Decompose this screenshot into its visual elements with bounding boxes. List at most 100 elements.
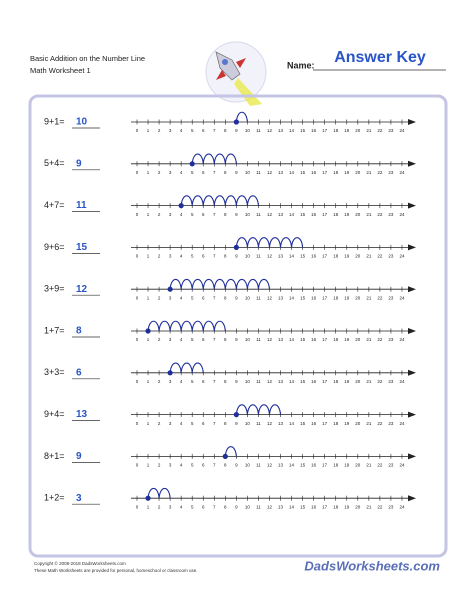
tick-label: 10 — [245, 212, 251, 217]
tick-label: 24 — [399, 421, 405, 426]
arrow-head — [408, 202, 416, 209]
tick-label: 24 — [399, 337, 405, 342]
tick-label: 23 — [388, 463, 394, 468]
hops — [235, 237, 304, 248]
tick-label: 1 — [147, 128, 150, 133]
tick-label: 18 — [333, 128, 339, 133]
hops — [147, 487, 171, 499]
tick-label: 2 — [158, 337, 161, 342]
tick-label: 10 — [245, 128, 251, 133]
tick-label: 21 — [366, 421, 372, 426]
tick-label: 16 — [311, 295, 317, 300]
answer: 3 — [76, 493, 82, 504]
tick-label: 2 — [158, 421, 161, 426]
expression: 1+2= — [44, 493, 65, 503]
arrow-head — [408, 369, 416, 376]
tick-label: 3 — [169, 504, 172, 509]
tick-label: 4 — [180, 379, 183, 384]
arrow-head — [408, 244, 416, 251]
tick-label: 21 — [366, 504, 372, 509]
tick-label: 21 — [366, 295, 372, 300]
tick-label: 1 — [147, 337, 150, 342]
tick-label: 18 — [333, 463, 339, 468]
tick-label: 6 — [202, 212, 205, 217]
expression: 4+7= — [44, 200, 65, 210]
tick-label: 10 — [245, 379, 251, 384]
tick-label: 16 — [311, 379, 317, 384]
tick-label: 24 — [399, 254, 405, 259]
tick-label: 4 — [180, 337, 183, 342]
tick-label: 14 — [289, 504, 295, 509]
tick-label: 24 — [399, 463, 405, 468]
tick-label: 17 — [322, 504, 328, 509]
tick-label: 18 — [333, 295, 339, 300]
expression: 3+9= — [44, 284, 65, 294]
tick-label: 19 — [344, 295, 350, 300]
tick-label: 22 — [377, 504, 383, 509]
tick-label: 7 — [213, 254, 216, 259]
tick-label: 8 — [224, 504, 227, 509]
tick-label: 19 — [344, 379, 350, 384]
tick-label: 21 — [366, 170, 372, 175]
tick-label: 2 — [158, 504, 161, 509]
footer-note: These Math Worksheets are provided for p… — [34, 568, 198, 573]
title: Basic Addition on the Number Line — [30, 54, 145, 63]
tick-label: 23 — [388, 212, 394, 217]
tick-label: 18 — [333, 421, 339, 426]
expression: 3+3= — [44, 367, 65, 377]
tick-label: 5 — [191, 421, 194, 426]
answer: 13 — [76, 409, 88, 420]
tick-label: 11 — [256, 379, 261, 384]
tick-label: 11 — [256, 212, 261, 217]
tick-label: 8 — [224, 295, 227, 300]
tick-label: 12 — [267, 170, 273, 175]
tick-label: 15 — [300, 463, 306, 468]
hops — [169, 362, 204, 373]
tick-label: 14 — [289, 128, 295, 133]
tick-label: 20 — [355, 170, 361, 175]
tick-label: 5 — [191, 504, 194, 509]
tick-label: 8 — [224, 254, 227, 259]
arrow-head — [408, 119, 416, 125]
tick-label: 21 — [366, 128, 372, 133]
hops — [235, 404, 282, 415]
tick-label: 21 — [366, 337, 372, 342]
tick-label: 8 — [224, 170, 227, 175]
tick-label: 24 — [399, 379, 405, 384]
tick-label: 9 — [235, 421, 238, 426]
expression: 5+4= — [44, 158, 65, 168]
tick-label: 5 — [191, 254, 194, 259]
tick-label: 18 — [333, 379, 339, 384]
tick-label: 12 — [267, 337, 273, 342]
tick-label: 13 — [278, 295, 284, 300]
tick-label: 2 — [158, 212, 161, 217]
tick-label: 2 — [158, 128, 161, 133]
tick-label: 4 — [180, 254, 183, 259]
tick-label: 12 — [267, 421, 273, 426]
tick-label: 12 — [267, 212, 273, 217]
tick-label: 1 — [147, 379, 150, 384]
tick-label: 19 — [344, 128, 350, 133]
tick-label: 9 — [235, 463, 238, 468]
tick-label: 13 — [278, 504, 284, 509]
tick-label: 7 — [213, 337, 216, 342]
tick-label: 18 — [333, 170, 339, 175]
tick-label: 15 — [300, 128, 306, 133]
tick-label: 10 — [245, 254, 251, 259]
tick-label: 11 — [256, 337, 261, 342]
tick-label: 3 — [169, 170, 172, 175]
tick-label: 10 — [245, 170, 251, 175]
tick-label: 12 — [267, 295, 273, 300]
tick-label: 8 — [224, 212, 227, 217]
tick-label: 16 — [311, 212, 317, 217]
tick-label: 11 — [256, 421, 261, 426]
tick-label: 7 — [213, 379, 216, 384]
tick-label: 3 — [169, 421, 172, 426]
tick-label: 16 — [311, 254, 317, 259]
tick-label: 22 — [377, 421, 383, 426]
tick-label: 6 — [202, 295, 205, 300]
expression: 1+7= — [44, 325, 65, 335]
tick-label: 24 — [399, 504, 405, 509]
hops — [224, 446, 237, 457]
answer: 8 — [76, 326, 82, 337]
